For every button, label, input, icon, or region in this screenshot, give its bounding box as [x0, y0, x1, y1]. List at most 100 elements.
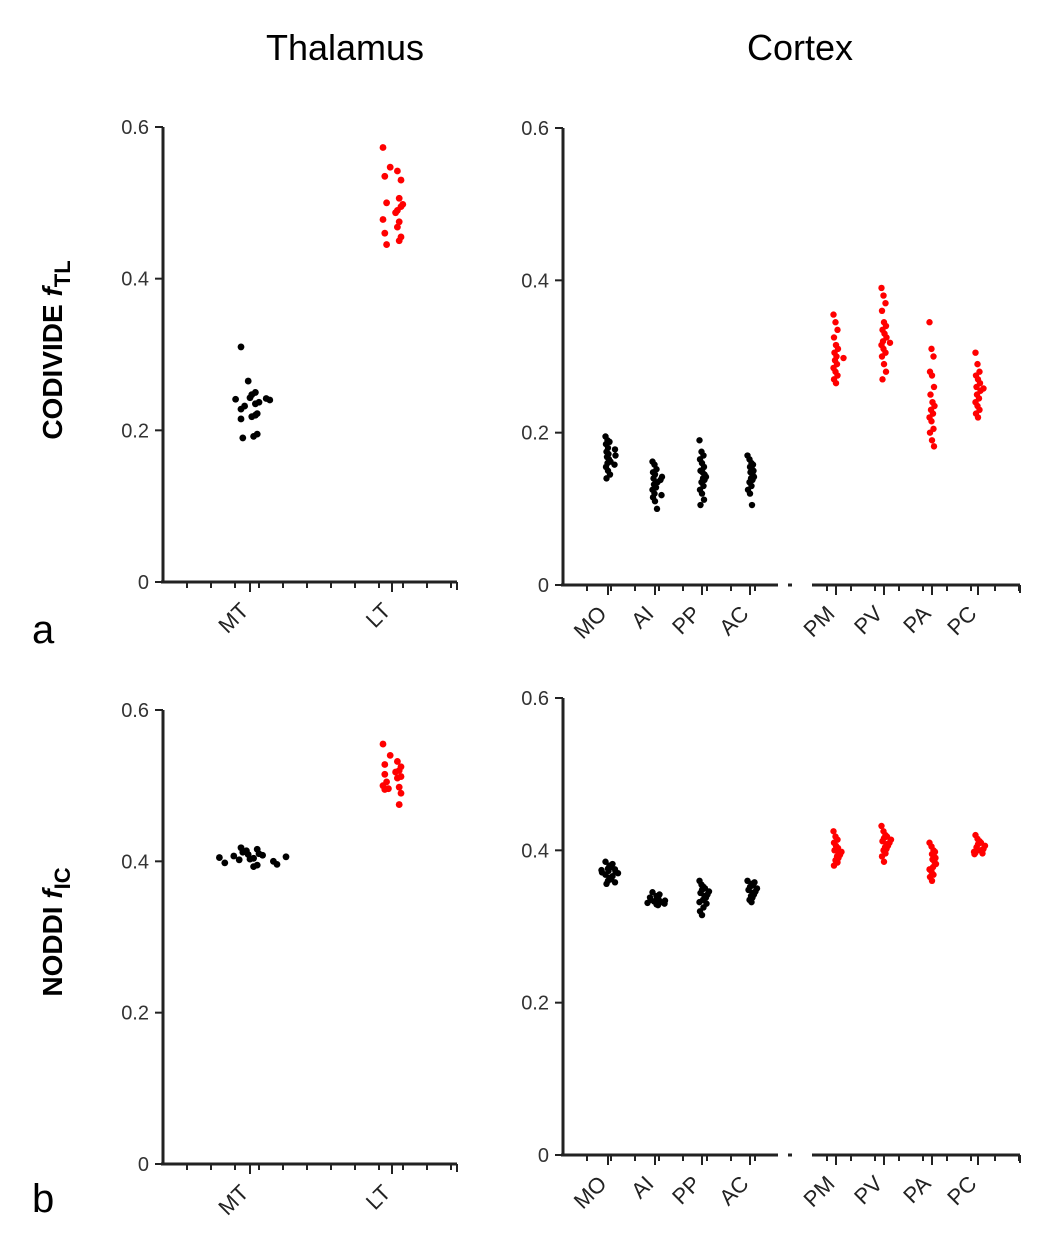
data-point-pv	[878, 822, 885, 830]
x-tick-label-pa: PA	[898, 601, 936, 639]
data-point-mo	[603, 475, 610, 482]
data-point-mo	[603, 880, 610, 888]
data-point-ai	[649, 889, 656, 896]
data-point-pp	[698, 911, 706, 919]
y-tick-label: 0.2	[521, 993, 549, 1015]
data-point-pp	[698, 490, 706, 497]
panel-letter-b: b	[32, 1177, 54, 1221]
y-tick-label: 0.4	[521, 840, 549, 862]
row-label-noddi-italic: f	[37, 887, 68, 899]
data-point-mt	[259, 851, 266, 859]
data-point-ai	[644, 899, 651, 907]
data-point-pm	[832, 379, 840, 387]
data-point-pm	[830, 862, 838, 869]
data-point-lt	[394, 167, 401, 175]
y-tick-label: 0.6	[521, 688, 549, 710]
x-tick-label-ac: AC	[714, 601, 753, 640]
data-point-mt	[239, 434, 247, 442]
data-point-mo	[611, 879, 619, 886]
data-point-mt	[232, 395, 240, 403]
x-tick-label-ai: AI	[626, 601, 658, 633]
y-tick-label: 0.2	[521, 423, 549, 445]
x-tick-label-ai: AI	[626, 1171, 658, 1203]
data-point-lt	[392, 209, 399, 217]
data-point-lt	[394, 758, 401, 765]
data-point-lt	[379, 144, 387, 151]
data-point-mo	[611, 461, 618, 468]
column-title-cortex: Cortex	[747, 27, 853, 68]
data-point-mt	[248, 413, 256, 421]
row-label-codivide-main: CODIVIDE	[37, 297, 68, 440]
data-point-pp	[696, 898, 703, 906]
data-point-lt	[383, 241, 390, 248]
data-point-lt	[386, 163, 394, 171]
data-point-ac	[748, 501, 756, 509]
data-point-pv	[880, 360, 888, 368]
data-point-pa	[930, 383, 938, 391]
data-point-lt	[381, 786, 389, 793]
data-point-pc	[974, 360, 981, 368]
x-tick-label-mt: MT	[213, 1180, 253, 1220]
row-label-noddi-main: NODDI	[37, 899, 68, 997]
data-point-lt	[397, 789, 405, 797]
data-point-ai	[658, 491, 665, 499]
data-point-mt	[239, 848, 247, 856]
data-point-mt	[273, 860, 281, 868]
data-point-mt	[237, 415, 245, 423]
data-point-lt	[397, 176, 405, 184]
data-point-lt	[395, 194, 403, 202]
data-point-pv	[879, 376, 886, 383]
plot-b-cortex: 0 0.2 0.4 0.6 MO AI PP AC PM PV PA PC	[521, 688, 1021, 1214]
data-point-mt	[216, 854, 223, 861]
panel-letter-a: a	[32, 608, 55, 652]
data-point-pa	[926, 319, 933, 326]
data-point-pv	[878, 284, 885, 292]
data-point-pv	[880, 292, 887, 299]
data-point-lt	[392, 768, 399, 776]
y-tick-label: 0.4	[121, 851, 149, 873]
x-tick-label-mo: MO	[569, 1171, 612, 1214]
data-point-pc	[973, 383, 980, 391]
data-point-ai	[650, 475, 657, 482]
data-point-ai	[651, 498, 659, 505]
data-point-pc	[979, 850, 986, 857]
data-point-ac	[746, 490, 754, 497]
data-point-pc	[971, 850, 978, 858]
y-tick-label: 0	[138, 1154, 149, 1176]
data-point-lt	[381, 761, 389, 768]
data-point-lt	[394, 223, 401, 231]
data-point-mt	[235, 856, 243, 864]
data-point-pa	[927, 391, 934, 398]
data-point-pa	[930, 353, 937, 360]
x-tick-label-mt: MT	[213, 598, 253, 638]
y-tick-label: 0	[138, 572, 149, 594]
x-tick-label-pp: PP	[667, 601, 705, 639]
data-point-mt	[266, 396, 274, 404]
row-label-codivide-italic: f	[37, 285, 68, 297]
x-tick-label-pm: PM	[799, 601, 840, 642]
y-tick-label: 0.4	[521, 270, 549, 292]
data-point-mt	[237, 405, 245, 413]
data-point-lt	[395, 801, 403, 808]
plot-a-thalamus: 0 0.2 0.4 0.6 MT LT	[121, 117, 458, 638]
data-point-lt	[383, 199, 390, 207]
data-point-pc	[974, 414, 982, 421]
x-tick-label-pv: PV	[849, 601, 888, 640]
data-point-mt	[252, 400, 259, 408]
x-tick-label-pc: PC	[942, 601, 981, 640]
data-point-ai	[661, 900, 668, 907]
data-point-pm	[840, 354, 847, 362]
column-title-thalamus: Thalamus	[266, 27, 424, 68]
data-point-lt	[395, 218, 403, 226]
data-point-mo	[602, 858, 609, 865]
x-tick-label-pa: PA	[898, 1171, 936, 1209]
plot-a-cortex: 0 0.2 0.4 0.6 MO AI PP AC PM PV PA PC	[521, 118, 1021, 644]
row-label-codivide: CODIVIDE fTL	[37, 260, 75, 439]
y-tick-label: 0.2	[121, 420, 149, 442]
data-point-pm	[830, 311, 837, 318]
x-tick-label-pp: PP	[667, 1171, 705, 1209]
data-point-pv	[880, 858, 888, 865]
data-point-mt	[250, 433, 257, 440]
data-point-lt	[379, 740, 387, 748]
data-point-mo	[614, 869, 622, 877]
